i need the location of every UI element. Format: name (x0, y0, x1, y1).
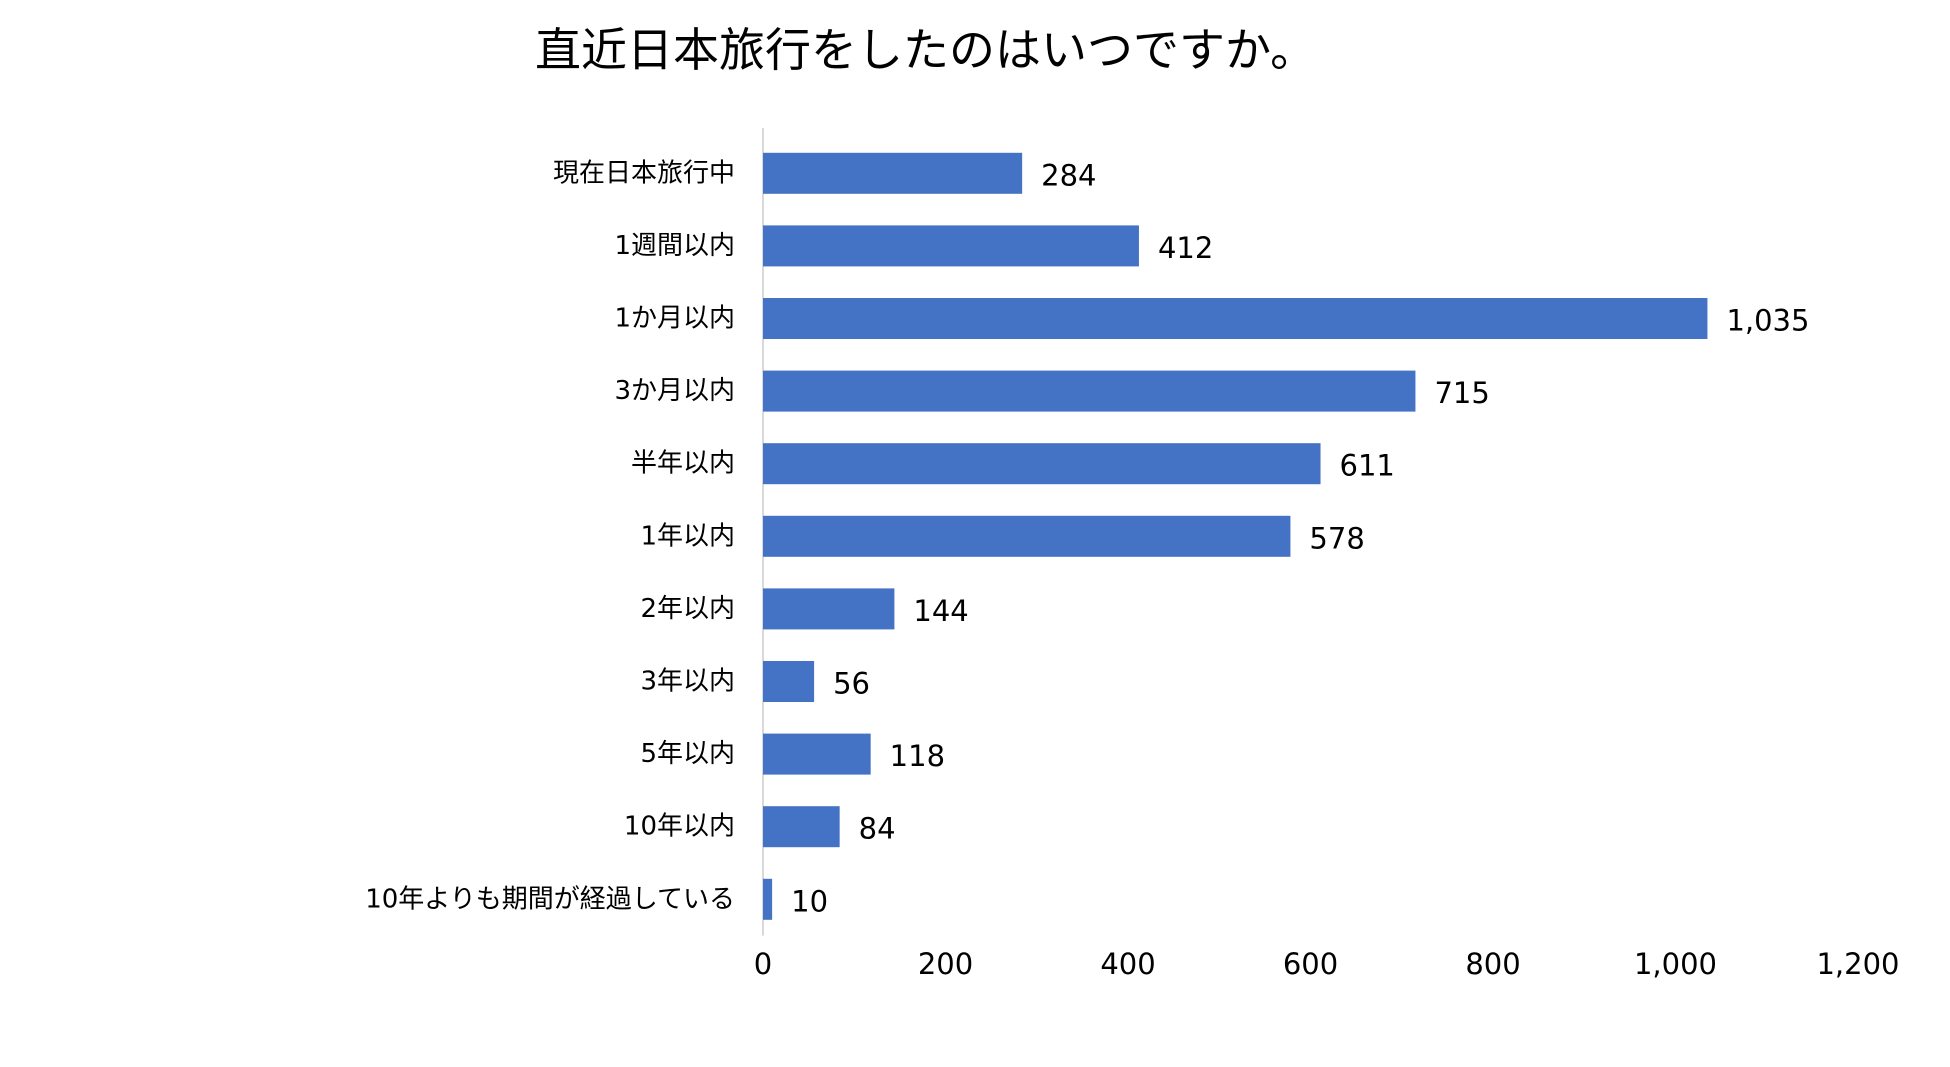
data-label-0: 284 (1041, 158, 1096, 192)
bar-8 (763, 733, 871, 775)
bar-9 (763, 806, 840, 848)
x-tick-label-0: 0 (754, 947, 772, 981)
data-label-10: 10 (791, 884, 828, 918)
x-tick-label-4: 800 (1465, 947, 1520, 981)
data-label-1: 412 (1158, 231, 1213, 265)
category-label-8: 5年以内 (640, 739, 735, 769)
bar-7 (763, 661, 815, 702)
data-label-3: 715 (1434, 376, 1489, 410)
x-axis-tick-labels: 0 200 400 600 800 1,000 1,200 (754, 947, 1900, 981)
category-label-1: 1週間以内 (614, 231, 735, 261)
data-label-6: 144 (913, 594, 968, 628)
chart-title: 直近日本旅行をしたのはいつですか。 (535, 23, 1316, 77)
category-label-0: 現在日本旅行中 (553, 158, 735, 188)
bars-layer (763, 152, 1708, 920)
x-tick-label-2: 400 (1100, 947, 1155, 981)
data-label-2: 1,035 (1726, 304, 1809, 338)
category-label-9: 10年以内 (624, 812, 735, 842)
bar-10 (763, 878, 773, 920)
data-label-7: 56 (833, 667, 870, 701)
data-label-5: 578 (1309, 521, 1364, 555)
category-label-7: 3年以内 (640, 667, 735, 697)
data-label-4: 611 (1340, 449, 1395, 483)
x-tick-label-5: 1,000 (1634, 947, 1717, 981)
category-label-3: 3か月以内 (614, 376, 735, 406)
category-label-2: 1か月以内 (614, 304, 735, 334)
category-label-5: 1年以内 (640, 521, 735, 551)
x-tick-label-3: 600 (1283, 947, 1338, 981)
bar-5 (763, 515, 1291, 557)
x-tick-label-6: 1,200 (1816, 947, 1899, 981)
category-label-10: 10年よりも期間が経過している (365, 884, 735, 914)
category-label-6: 2年以内 (640, 594, 735, 624)
bar-1 (763, 225, 1139, 267)
category-label-4: 半年以内 (631, 449, 735, 479)
x-tick-label-1: 200 (918, 947, 973, 981)
bar-3 (763, 370, 1416, 412)
bar-0 (763, 152, 1023, 194)
bar-4 (763, 443, 1321, 485)
bar-6 (763, 588, 895, 630)
data-label-9: 84 (859, 812, 896, 846)
bar-2 (763, 298, 1708, 339)
data-label-8: 118 (890, 739, 945, 773)
data-labels: 284 412 1,035 715 611 578 144 56 118 84 10 (791, 158, 1809, 918)
